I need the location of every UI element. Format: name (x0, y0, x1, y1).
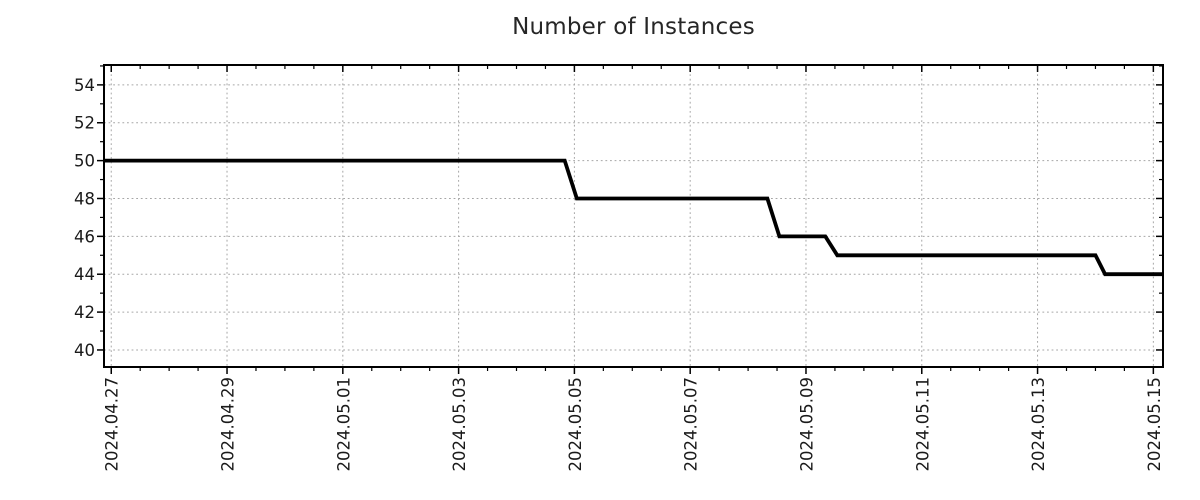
svg-text:40: 40 (74, 341, 95, 360)
svg-text:46: 46 (74, 227, 95, 246)
svg-text:2024.05.01: 2024.05.01 (334, 377, 353, 471)
x-gridlines (110, 65, 1154, 367)
svg-text:2024.05.11: 2024.05.11 (913, 377, 932, 471)
svg-text:2024.05.15: 2024.05.15 (1145, 377, 1164, 471)
svg-text:2024.05.05: 2024.05.05 (566, 377, 585, 471)
plot-border (103, 64, 1164, 368)
svg-text:2024.05.13: 2024.05.13 (1029, 377, 1048, 471)
x-ticks (110, 65, 1155, 374)
svg-text:42: 42 (74, 303, 95, 322)
chart-title: Number of Instances (512, 14, 755, 40)
svg-text:2024.05.09: 2024.05.09 (797, 377, 816, 471)
y-ticks (97, 65, 1163, 351)
svg-text:2024.04.29: 2024.04.29 (219, 377, 238, 471)
svg-text:2024.04.27: 2024.04.27 (103, 377, 122, 471)
svg-text:48: 48 (74, 189, 95, 208)
y-gridlines (104, 84, 1163, 351)
y-tick-labels: 54 52 50 48 46 44 42 40 (74, 76, 95, 360)
svg-text:44: 44 (74, 265, 95, 284)
svg-text:2024.05.07: 2024.05.07 (682, 377, 701, 471)
svg-text:50: 50 (74, 152, 95, 171)
series-line (104, 158, 1163, 277)
x-tick-labels: 2024.04.27 2024.04.29 2024.05.01 2024.05.03… (103, 377, 1164, 471)
svg-text:2024.05.03: 2024.05.03 (450, 377, 469, 471)
svg-text:52: 52 (74, 114, 95, 133)
svg-text:54: 54 (74, 76, 95, 95)
series-line-group (104, 158, 1163, 277)
